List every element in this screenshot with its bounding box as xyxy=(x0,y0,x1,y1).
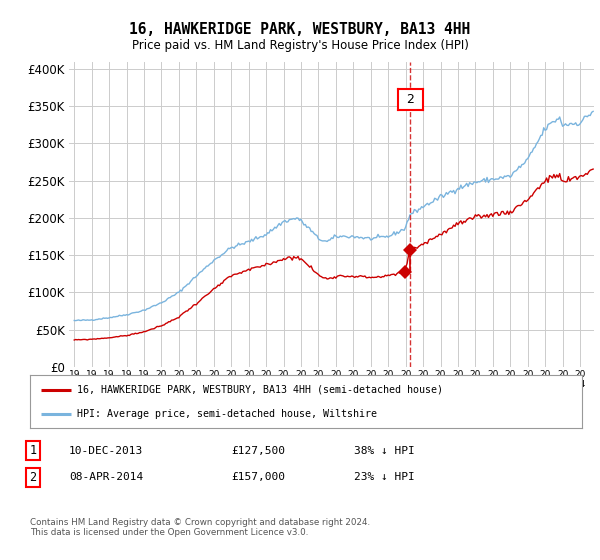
Text: 10-DEC-2013: 10-DEC-2013 xyxy=(69,446,143,456)
Text: £157,000: £157,000 xyxy=(231,472,285,482)
Text: Contains HM Land Registry data © Crown copyright and database right 2024.
This d: Contains HM Land Registry data © Crown c… xyxy=(30,518,370,538)
Text: 16, HAWKERIDGE PARK, WESTBURY, BA13 4HH: 16, HAWKERIDGE PARK, WESTBURY, BA13 4HH xyxy=(130,22,470,38)
Text: Price paid vs. HM Land Registry's House Price Index (HPI): Price paid vs. HM Land Registry's House … xyxy=(131,39,469,52)
Text: 2: 2 xyxy=(406,93,414,106)
Text: 08-APR-2014: 08-APR-2014 xyxy=(69,472,143,482)
Text: 2: 2 xyxy=(29,470,37,484)
Text: HPI: Average price, semi-detached house, Wiltshire: HPI: Average price, semi-detached house,… xyxy=(77,409,377,419)
Text: 16, HAWKERIDGE PARK, WESTBURY, BA13 4HH (semi-detached house): 16, HAWKERIDGE PARK, WESTBURY, BA13 4HH … xyxy=(77,385,443,395)
Text: 38% ↓ HPI: 38% ↓ HPI xyxy=(354,446,415,456)
Text: 1: 1 xyxy=(29,444,37,458)
Text: 23% ↓ HPI: 23% ↓ HPI xyxy=(354,472,415,482)
Text: £127,500: £127,500 xyxy=(231,446,285,456)
